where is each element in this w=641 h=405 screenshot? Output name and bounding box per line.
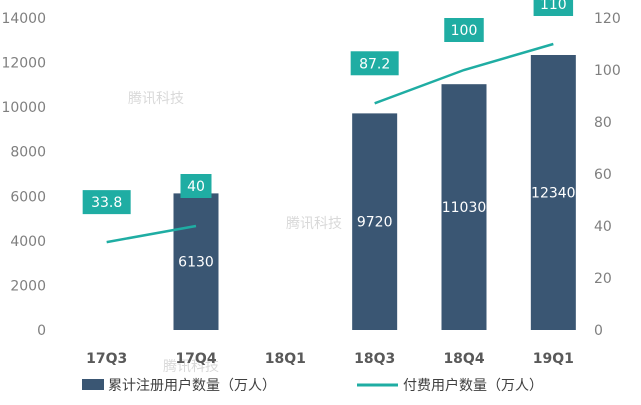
bar-value-label: 11030	[442, 200, 487, 216]
line-value-label: 100	[444, 18, 484, 42]
watermark-3: 腾讯科技	[163, 358, 219, 375]
right-tick-label: 60	[594, 167, 612, 183]
left-tick-label: 10000	[1, 100, 46, 116]
category-label: 18Q4	[443, 351, 484, 367]
left-tick-label: 4000	[10, 234, 46, 250]
legend-bar-swatch	[82, 379, 104, 390]
left-tick-label: 12000	[1, 56, 46, 72]
right-tick-label: 100	[594, 63, 621, 79]
legend: 累计注册用户数量（万人） 付费用户数量（万人）	[82, 377, 543, 394]
line-label-text: 100	[451, 23, 478, 39]
line-label-text: 110	[540, 0, 567, 13]
line-label-text: 33.8	[91, 195, 122, 211]
line-segment	[106, 224, 197, 244]
line-label-text: 40	[187, 179, 205, 195]
line-value-label: 33.8	[82, 190, 131, 215]
bar-17Q4	[173, 193, 219, 330]
line-value-label: 40	[180, 174, 212, 198]
line-label-box	[444, 18, 484, 42]
left-tick-label: 0	[37, 323, 46, 339]
category-label: 18Q3	[354, 351, 395, 367]
bar-value-label: 12340	[531, 185, 576, 201]
bar-18Q3	[352, 113, 398, 330]
category-label: 17Q4	[175, 351, 216, 367]
line-value-label: 110	[533, 0, 574, 16]
category-axis: 17Q3 17Q4 18Q1 18Q3 18Q4 19Q1	[86, 351, 574, 367]
bar-value-label: 6130	[178, 255, 214, 271]
watermark-2: 腾讯科技	[286, 215, 342, 232]
bar-value-label: 9720	[357, 215, 393, 231]
left-tick-label: 2000	[10, 278, 46, 294]
watermark-layer: 腾讯科技 腾讯科技 腾讯科技	[128, 90, 342, 375]
bar-series: 6130 9720 11030 12340	[173, 54, 576, 330]
right-tick-label: 0	[594, 323, 603, 339]
legend-bar-label: 累计注册用户数量（万人）	[108, 377, 276, 394]
right-axis-ticks: 0 20 40 60 80 100 120	[594, 11, 621, 339]
right-tick-label: 80	[594, 115, 612, 131]
left-axis-ticks: 0 2000 4000 6000 8000 10000 12000 14000	[1, 11, 46, 339]
line-label-box	[180, 174, 212, 198]
category-label: 19Q1	[533, 351, 574, 367]
right-tick-label: 40	[594, 219, 612, 235]
left-tick-label: 6000	[10, 189, 46, 205]
line-segment	[374, 42, 554, 105]
line-series: 33.8 40 87.2 100 110	[82, 0, 574, 244]
line-label-text: 87.2	[359, 56, 390, 72]
line-value-label: 87.2	[350, 51, 399, 76]
watermark-1: 腾讯科技	[128, 90, 184, 107]
category-label: 17Q3	[86, 351, 127, 367]
line-label-box	[533, 0, 574, 16]
legend-line-label: 付费用户数量（万人）	[403, 377, 543, 394]
line-label-box	[350, 51, 399, 76]
bar-18Q4	[441, 84, 487, 330]
line-label-box	[82, 190, 131, 215]
bar-19Q1	[530, 54, 576, 330]
right-tick-label: 120	[594, 11, 621, 27]
right-tick-label: 20	[594, 271, 612, 287]
left-tick-label: 8000	[10, 145, 46, 161]
category-label: 18Q1	[265, 351, 306, 367]
left-tick-label: 14000	[1, 11, 46, 27]
